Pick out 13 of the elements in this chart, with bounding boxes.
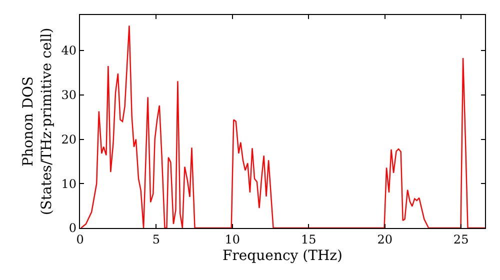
x-axis-title: Frequency (THz) bbox=[222, 248, 343, 264]
x-tick-label: 15 bbox=[301, 232, 316, 246]
x-tick-label: 25 bbox=[453, 232, 469, 246]
y-tick-label: 20 bbox=[61, 132, 76, 146]
y-tick-label: 30 bbox=[61, 88, 76, 102]
y-tick-label: 10 bbox=[61, 176, 76, 191]
x-tick-label: 5 bbox=[152, 232, 160, 246]
line-series bbox=[80, 25, 485, 228]
x-tick-label: 20 bbox=[377, 232, 392, 246]
y-tick-label: 0 bbox=[68, 221, 76, 236]
x-tick-label: 10 bbox=[224, 232, 240, 246]
y-tick-label: 40 bbox=[61, 44, 76, 58]
y-axis-title: Phonon DOS (States/THz·primitive cell) bbox=[20, 28, 55, 216]
